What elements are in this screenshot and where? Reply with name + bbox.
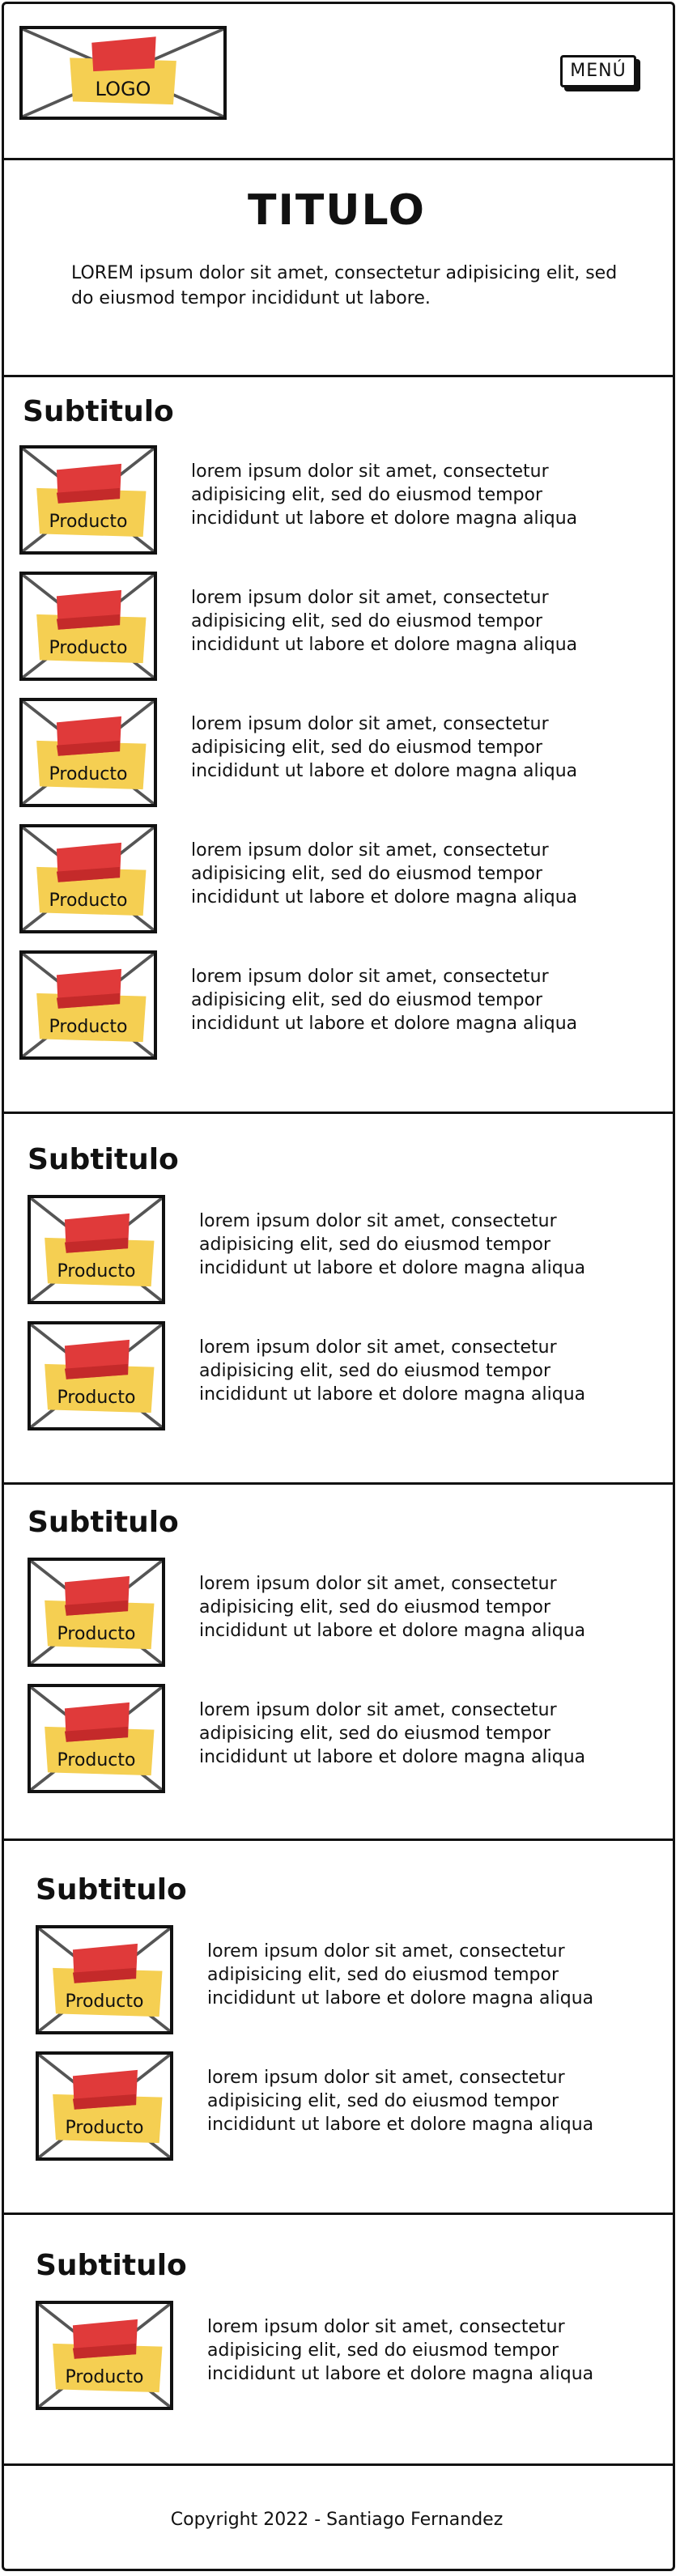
product-item[interactable]: Producto lorem ipsum dolor sit amet, cons… [28, 1321, 602, 1435]
logo-label: LOGO [95, 78, 151, 100]
section-subtitle: Subtitulo [28, 1143, 179, 1176]
product-image[interactable]: Producto [19, 824, 157, 933]
section-subtitle: Subtitulo [23, 395, 174, 428]
product-item[interactable]: Producto lorem ipsum dolor sit amet, cons… [19, 824, 594, 937]
image-placeholder-icon [31, 1324, 162, 1427]
product-section-2 [2, 1114, 675, 1485]
image-placeholder-icon [23, 575, 154, 678]
product-description: lorem ipsum dolor sit amet, consectetur … [191, 840, 578, 908]
image-placeholder-icon [23, 701, 154, 804]
product-image[interactable]: Producto [36, 2301, 173, 2410]
product-section-5 [2, 2215, 675, 2466]
product-image[interactable]: Producto [19, 572, 157, 681]
product-item[interactable]: Producto lorem ipsum dolor sit amet, cons… [28, 1195, 602, 1308]
product-image[interactable]: Producto [28, 1558, 165, 1667]
image-placeholder-icon [31, 1687, 162, 1790]
product-description: lorem ipsum dolor sit amet, consectetur … [199, 1574, 586, 1641]
product-item[interactable]: Producto lorem ipsum dolor sit amet, cons… [19, 950, 594, 1064]
product-item[interactable]: Producto lorem ipsum dolor sit amet, cons… [28, 1558, 602, 1671]
image-placeholder-icon [23, 448, 154, 551]
product-section-3 [2, 1485, 675, 1841]
section-subtitle: Subtitulo [28, 1506, 179, 1539]
hero-section [2, 160, 675, 377]
image-placeholder-icon [39, 1928, 170, 2031]
image-placeholder-icon [23, 954, 154, 1056]
product-label: Producto [57, 1750, 136, 1770]
product-description: lorem ipsum dolor sit amet, consectetur … [191, 714, 578, 781]
product-image[interactable]: Producto [28, 1195, 165, 1304]
product-label: Producto [65, 2367, 144, 2387]
product-image[interactable]: Producto [36, 1925, 173, 2034]
section-subtitle: Subtitulo [36, 1873, 187, 1906]
product-description: lorem ipsum dolor sit amet, consectetur … [207, 2317, 594, 2384]
product-label: Producto [49, 1017, 128, 1037]
product-label: Producto [49, 512, 128, 532]
header [2, 2, 675, 160]
footer-text: Copyright 2022 - Santiago Fernandez [170, 2510, 504, 2530]
product-label: Producto [49, 764, 128, 784]
product-label: Producto [49, 891, 128, 911]
image-placeholder-icon [39, 2304, 170, 2407]
product-item[interactable]: Producto lorem ipsum dolor sit amet, cons… [19, 698, 594, 811]
product-section-1 [2, 377, 675, 1114]
product-image[interactable]: Producto [36, 2051, 173, 2161]
product-image[interactable]: Producto [19, 950, 157, 1060]
menu-button[interactable]: MENÚ [560, 55, 636, 87]
logo[interactable]: LOGO [19, 26, 227, 120]
product-description: lorem ipsum dolor sit amet, consectetur … [199, 1337, 586, 1405]
product-image[interactable]: Producto [19, 698, 157, 807]
product-description: lorem ipsum dolor sit amet, consectetur … [191, 588, 578, 655]
product-image[interactable]: Producto [19, 445, 157, 555]
product-description: lorem ipsum dolor sit amet, consectetur … [199, 1211, 586, 1278]
hero-text: LOREM ipsum dolor sit amet, consectetur … [71, 263, 618, 308]
logo-placeholder-icon [23, 29, 223, 117]
product-item[interactable]: Producto lorem ipsum dolor sit amet, cons… [36, 1925, 610, 2038]
image-placeholder-icon [31, 1561, 162, 1664]
product-description: lorem ipsum dolor sit amet, consectetur … [191, 967, 578, 1034]
image-placeholder-icon [31, 1198, 162, 1301]
product-description: lorem ipsum dolor sit amet, consectetur … [191, 461, 578, 529]
product-item[interactable]: Producto lorem ipsum dolor sit amet, cons… [28, 1684, 602, 1797]
product-image[interactable]: Producto [28, 1684, 165, 1793]
product-description: lorem ipsum dolor sit amet, consectetur … [207, 2068, 594, 2135]
product-item[interactable]: Producto lorem ipsum dolor sit amet, cons… [36, 2301, 610, 2414]
product-description: lorem ipsum dolor sit amet, consectetur … [207, 1941, 594, 2009]
product-label: Producto [65, 2118, 144, 2138]
product-label: Producto [57, 1388, 136, 1408]
product-label: Producto [57, 1624, 136, 1644]
product-section-4 [2, 1841, 675, 2215]
product-label: Producto [65, 1992, 144, 2012]
page-title: TITULO [248, 186, 426, 235]
product-item[interactable]: Producto lorem ipsum dolor sit amet, cons… [19, 572, 594, 685]
product-description: lorem ipsum dolor sit amet, consectetur … [199, 1700, 586, 1767]
image-placeholder-icon [23, 827, 154, 930]
image-placeholder-icon [39, 2055, 170, 2157]
product-image[interactable]: Producto [28, 1321, 165, 1430]
product-item[interactable]: Producto lorem ipsum dolor sit amet, cons… [36, 2051, 610, 2165]
section-subtitle: Subtitulo [36, 2249, 187, 2282]
product-label: Producto [49, 638, 128, 658]
product-item[interactable]: Producto lorem ipsum dolor sit amet, cons… [19, 445, 594, 559]
product-label: Producto [57, 1261, 136, 1282]
